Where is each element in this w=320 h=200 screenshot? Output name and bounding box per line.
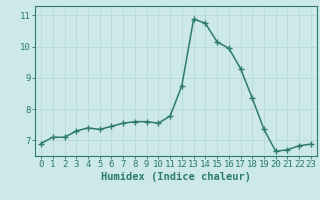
X-axis label: Humidex (Indice chaleur): Humidex (Indice chaleur) — [101, 172, 251, 182]
